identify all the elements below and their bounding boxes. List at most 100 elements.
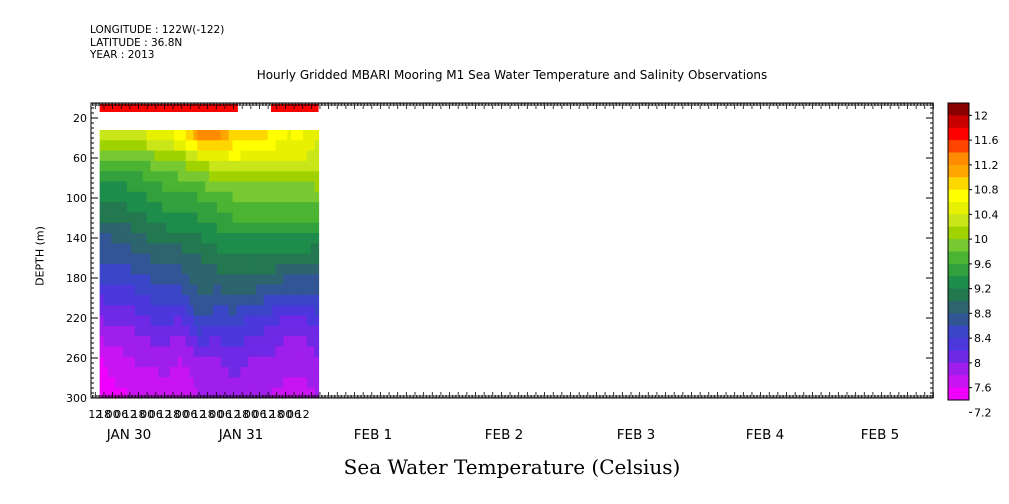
temperature-cell (291, 294, 296, 306)
y-tick-label: 180 (66, 272, 87, 285)
temperature-cell (240, 160, 245, 172)
temperature-cell (314, 191, 320, 203)
temperature-cell (119, 274, 124, 286)
temperature-cell (263, 130, 269, 141)
temperature-cell (162, 202, 167, 214)
temperature-cell (169, 294, 175, 306)
temperature-cell (259, 325, 265, 337)
temperature-cell (115, 274, 120, 286)
temperature-cell (209, 222, 214, 234)
temperature-cell (127, 336, 132, 348)
temperature-cell (193, 305, 198, 317)
temperature-cell (123, 356, 128, 368)
temperature-cell (154, 387, 159, 398)
temperature-cell (252, 264, 257, 275)
temperature-cell (298, 387, 304, 398)
temperature-cell (259, 191, 265, 203)
temperature-cell (232, 356, 238, 368)
latitude-text: LATITUDE : 36.8N (90, 36, 183, 49)
temperature-cell (298, 253, 304, 265)
temperature-cell (201, 212, 206, 224)
temperature-cell (119, 171, 124, 183)
temperature-cell (310, 325, 316, 337)
temperature-cell (103, 274, 109, 286)
temperature-cell (216, 336, 222, 348)
temperature-cell (306, 253, 312, 265)
temperature-cell (119, 140, 124, 152)
temperature-cell (162, 264, 167, 275)
temperature-cell (306, 160, 312, 172)
temperature-cell (119, 315, 124, 327)
temperature-field (99, 104, 320, 398)
temperature-cell (123, 315, 128, 327)
temperature-cell (224, 264, 230, 275)
temperature-cell (220, 325, 226, 337)
temperature-cell (287, 212, 292, 224)
temperature-cell (263, 346, 269, 358)
temperature-cell (138, 305, 144, 317)
temperature-cell (134, 202, 140, 214)
temperature-cell (142, 367, 148, 378)
temperature-cell (130, 274, 136, 286)
temperature-cell (263, 150, 269, 162)
temperature-cell (154, 284, 159, 296)
temperature-cell (295, 160, 300, 172)
temperature-cell (291, 160, 296, 172)
temperature-cell (142, 253, 148, 265)
temperature-cell (201, 171, 206, 183)
temperature-cell (209, 336, 214, 348)
temperature-cell (298, 150, 304, 162)
temperature-cell (193, 377, 198, 389)
temperature-cell (193, 367, 198, 378)
temperature-cell (209, 212, 214, 224)
x-hour-tick-label: 12 (296, 408, 310, 421)
temperature-cell (287, 274, 292, 286)
temperature-cell (248, 367, 253, 378)
temperature-cell (193, 243, 198, 255)
temperature-cell (158, 387, 163, 398)
temperature-cell (263, 325, 269, 337)
temperature-cell (209, 150, 214, 162)
temperature-cell (130, 356, 136, 368)
temperature-cell (259, 130, 265, 141)
temperature-cell (255, 243, 261, 255)
temperature-cell (212, 377, 218, 389)
temperature-cell (287, 171, 292, 183)
temperature-cell (127, 367, 132, 378)
temperature-cell (255, 222, 261, 234)
temperature-cell (142, 346, 148, 358)
colorbar-swatch (948, 152, 969, 166)
temperature-cell (173, 377, 179, 389)
temperature-cell (209, 294, 214, 306)
temperature-cell (306, 387, 312, 398)
temperature-cell (197, 274, 202, 286)
x-hour-tick-label: 06 (114, 408, 128, 421)
temperature-cell (146, 284, 152, 296)
temperature-cell (99, 315, 105, 327)
temperature-cell (267, 346, 273, 358)
temperature-cell (287, 315, 292, 327)
x-day-label: FEB 4 (746, 427, 784, 443)
temperature-cell (220, 233, 226, 244)
temperature-cell (271, 377, 277, 389)
temperature-cell (228, 130, 234, 141)
temperature-cell (302, 253, 308, 265)
temperature-cell (212, 325, 218, 337)
temperature-cell (275, 140, 281, 152)
temperature-cell (166, 222, 171, 234)
temperature-cell (271, 130, 277, 141)
temperature-cell (173, 171, 179, 183)
temperature-cell (267, 325, 273, 337)
chart-title: Hourly Gridded MBARI Mooring M1 Sea Wate… (256, 68, 768, 82)
temperature-cell (232, 336, 238, 348)
temperature-cell (127, 356, 132, 368)
temperature-cell (169, 202, 175, 214)
temperature-cell (216, 367, 222, 378)
temperature-cell (123, 387, 128, 398)
temperature-cell (263, 356, 269, 368)
temperature-cell (232, 150, 238, 162)
temperature-cell (212, 356, 218, 368)
temperature-cell (123, 191, 128, 203)
temperature-cell (115, 150, 120, 162)
temperature-cell (302, 284, 308, 296)
